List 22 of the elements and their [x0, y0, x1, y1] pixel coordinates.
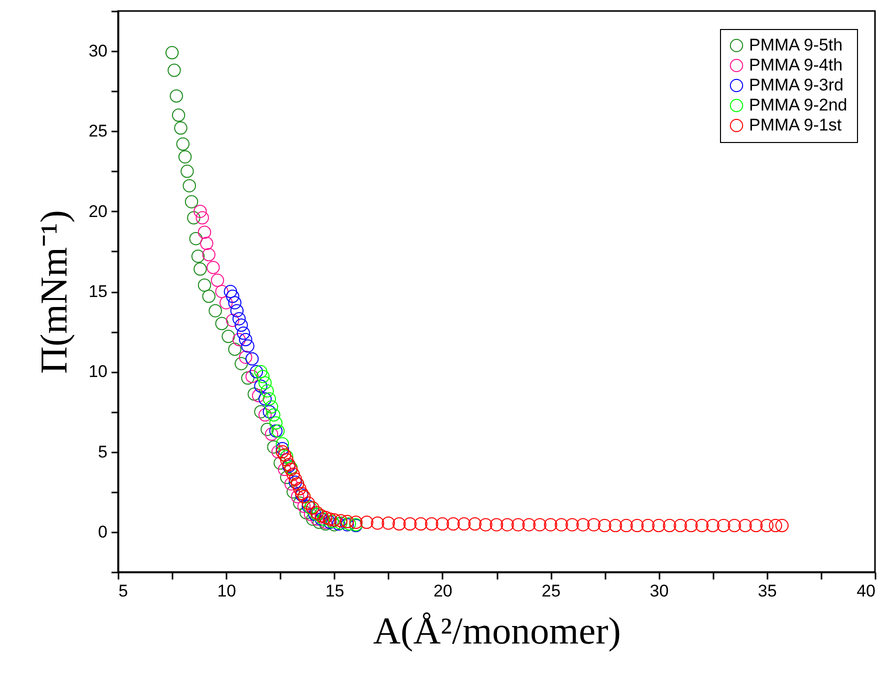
x-tick-label: 35 — [758, 582, 777, 600]
legend-label: PMMA 9-1st — [749, 116, 842, 134]
legend-label: PMMA 9-4th — [749, 56, 843, 74]
y-tick-label: 15 — [88, 282, 108, 301]
x-tick-label: 30 — [650, 582, 669, 600]
x-tick-label: 20 — [433, 582, 452, 600]
y-tick-label: 20 — [88, 202, 108, 221]
x-tick-label: 40 — [856, 582, 876, 600]
y-tick-label: 0 — [98, 522, 108, 542]
x-axis-title: A(Å²/monomer) — [373, 610, 621, 652]
x-tick-label: 5 — [118, 582, 128, 600]
x-tick-label: 25 — [542, 582, 561, 600]
y-tick-label: 25 — [88, 122, 108, 141]
y-tick-label: 5 — [98, 442, 108, 462]
y-axis-title: Π(mNm⁻¹) — [34, 210, 76, 374]
y-tick-label: 30 — [88, 42, 108, 61]
legend-label: PMMA 9-3rd — [749, 76, 844, 94]
y-tick-label: 10 — [88, 362, 108, 382]
x-tick-label: 15 — [325, 582, 344, 600]
x-tick-label: 10 — [217, 582, 236, 600]
legend-label: PMMA 9-5th — [749, 36, 843, 54]
legend-label: PMMA 9-2nd — [749, 96, 848, 114]
